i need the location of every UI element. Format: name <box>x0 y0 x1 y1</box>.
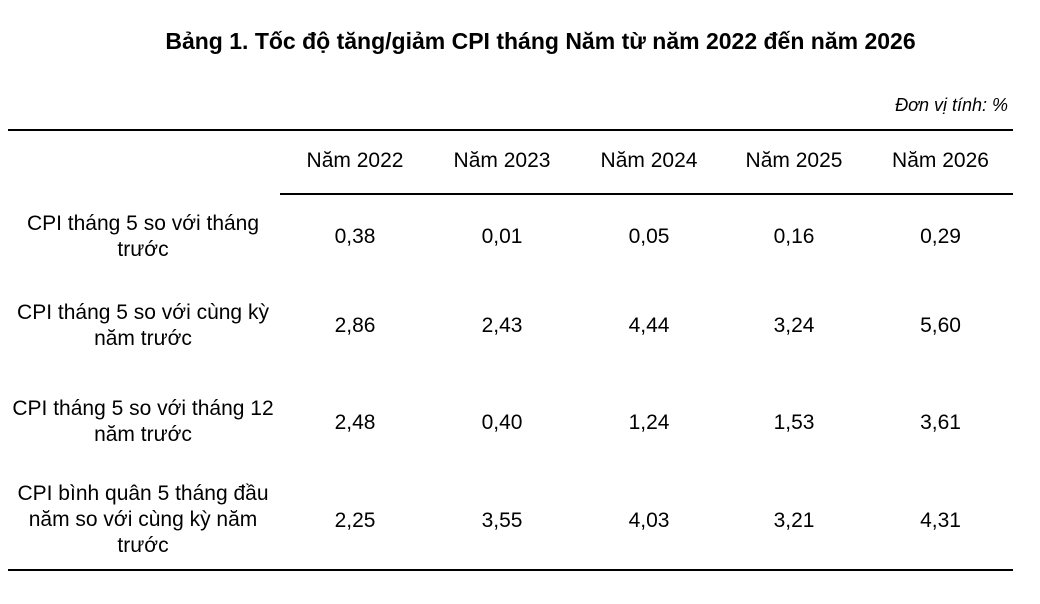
column-header-2024: Năm 2024 <box>600 149 698 172</box>
header-separator-rule <box>280 193 1013 195</box>
table-cell: 1,53 <box>773 411 815 434</box>
row-label: CPI tháng 5 so với tháng 12 năm trước <box>12 397 274 446</box>
table-cell: 0,05 <box>628 225 670 248</box>
table-cell: 1,24 <box>628 411 670 434</box>
table-cell: 2,48 <box>334 411 376 434</box>
unit-note: Đơn vị tính: % <box>895 95 1008 115</box>
table-cell: 0,29 <box>920 225 961 248</box>
table-cell: 3,61 <box>920 411 961 434</box>
row-label: CPI tháng 5 so với cùng kỳ năm trước <box>17 301 269 350</box>
table-top-rule <box>8 129 1013 131</box>
row-label: CPI bình quân 5 tháng đầu năm so với cùn… <box>17 482 269 557</box>
table-cell: 2,86 <box>334 314 376 337</box>
table-cell: 3,55 <box>481 509 523 532</box>
row-label: CPI tháng 5 so với tháng trước <box>26 212 260 261</box>
table-cell: 3,21 <box>773 509 815 532</box>
table-cell: 4,03 <box>628 509 670 532</box>
table-title: Bảng 1. Tốc độ tăng/giảm CPI tháng Năm t… <box>165 28 916 54</box>
table-cell: 4,31 <box>920 509 961 532</box>
table-cell: 3,24 <box>773 314 815 337</box>
table-cell: 0,01 <box>481 225 523 248</box>
table-cell: 2,43 <box>481 314 523 337</box>
table-bottom-rule <box>8 569 1013 571</box>
column-header-2022: Năm 2022 <box>306 149 404 172</box>
table-cell: 0,38 <box>334 225 376 248</box>
column-header-2025: Năm 2025 <box>745 149 843 172</box>
table-cell: 0,40 <box>481 411 523 434</box>
column-header-2026: Năm 2026 <box>892 149 989 172</box>
table-cell: 5,60 <box>920 314 961 337</box>
table-cell: 0,16 <box>773 225 815 248</box>
column-header-2023: Năm 2023 <box>453 149 551 172</box>
table-cell: 2,25 <box>334 509 376 532</box>
table-cell: 4,44 <box>628 314 670 337</box>
